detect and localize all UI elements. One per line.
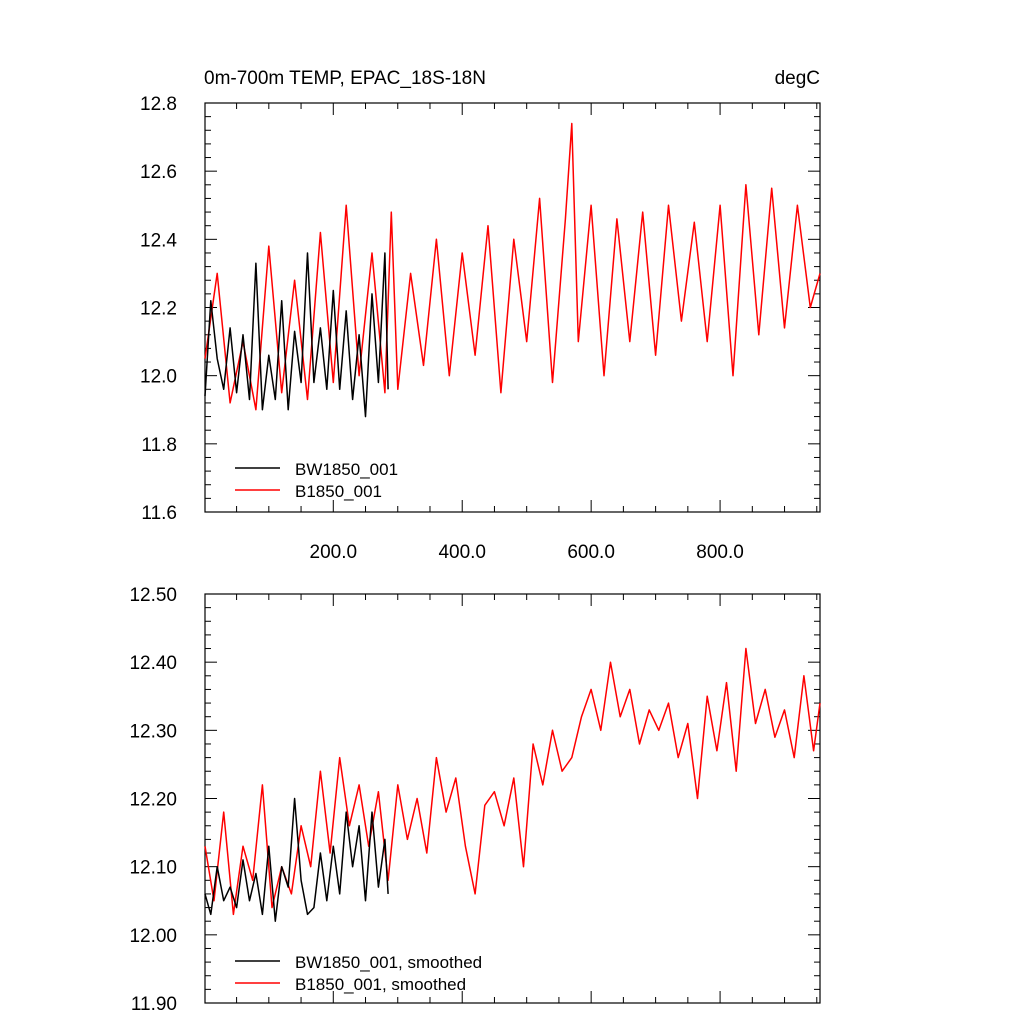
series-line-b1850-001-smoothed	[204, 647, 821, 916]
y-tick-label: 12.2	[140, 299, 177, 320]
series-line-bw1850-001-smoothed	[204, 797, 389, 922]
series-layer	[204, 122, 821, 418]
y-tick-label: 12.50	[129, 585, 177, 606]
plot-frame-smoothed	[204, 593, 821, 1004]
x-tick-label: 400.0	[438, 542, 486, 563]
y-tick-label: 12.0	[140, 367, 177, 388]
x-tick-label: 800.0	[696, 542, 744, 563]
y-tick-label: 11.8	[141, 435, 177, 456]
x-tick-label: 600.0	[567, 542, 615, 563]
y-tick-label: 12.6	[140, 162, 177, 183]
legend-label-b1850-smoothed: B1850_001, smoothed	[295, 975, 466, 994]
series-line-bw1850-001	[204, 252, 389, 418]
series-line-b1850-001	[204, 122, 821, 411]
units-label: degC	[775, 68, 820, 89]
y-tick-label: 12.8	[140, 94, 177, 115]
series-layer-smoothed	[204, 647, 821, 922]
bottom-panel: 11.90 12.00 12.10 12.20 12.30 12.40 12.50 BW18…	[129, 585, 821, 1015]
y-tick-label: 12.00	[129, 926, 177, 947]
y-tick-label: 12.20	[129, 790, 177, 811]
y-tick-label: 11.90	[131, 994, 177, 1015]
y-tick-label: 11.6	[141, 503, 177, 524]
legend: BW1850_001 B1850_001	[235, 460, 398, 501]
y-tick-label: 12.40	[129, 653, 177, 674]
legend-label-bw1850-smoothed: BW1850_001, smoothed	[295, 953, 482, 972]
y-tick-label: 12.4	[140, 230, 177, 251]
y-tick-label: 12.10	[129, 858, 177, 879]
legend-smoothed: BW1850_001, smoothed B1850_001, smoothed	[235, 953, 482, 994]
legend-label-b1850: B1850_001	[295, 482, 382, 501]
axis-ticks-smoothed: 11.90 12.00 12.10 12.20 12.30 12.40 12.50	[129, 585, 820, 1015]
axis-ticks: 11.6 11.8 12.0 12.2 12.4 12.6 12.8 200.0 400.0 60…	[140, 94, 820, 563]
legend-label-bw1850: BW1850_001	[295, 460, 398, 479]
x-tick-label: 200.0	[310, 542, 358, 563]
chart-title: 0m-700m TEMP, EPAC_18S-18N	[204, 68, 486, 89]
top-panel: 0m-700m TEMP, EPAC_18S-18N degC 11.6 11.8…	[140, 68, 821, 563]
y-tick-label: 12.30	[129, 721, 177, 742]
